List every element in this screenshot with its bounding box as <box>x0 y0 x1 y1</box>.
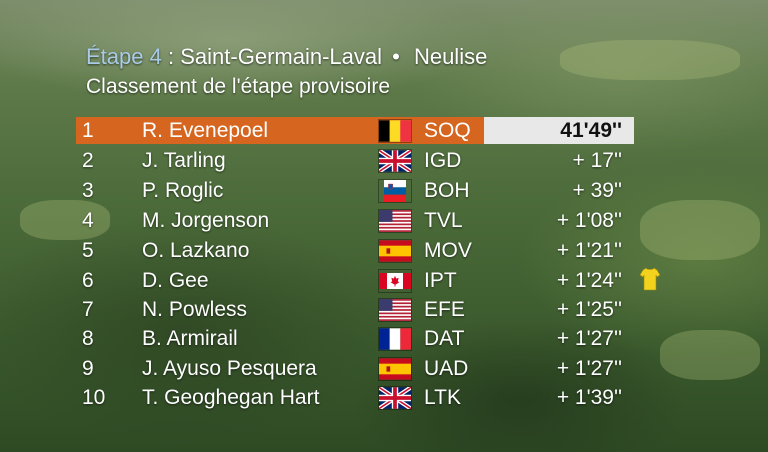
team-code: LTK <box>424 386 461 409</box>
time-gap: + 1'25'' <box>556 298 622 321</box>
time-gap: + 17'' <box>572 149 622 172</box>
rider-name: O. Lazkano <box>142 239 250 262</box>
rider-name: R. Evenepoel <box>142 119 269 142</box>
time-gap: + 1'27'' <box>556 327 622 350</box>
usa-flag-icon <box>378 209 412 233</box>
usa-flag-icon <box>378 298 412 322</box>
time-gap: + 1'39'' <box>556 386 622 409</box>
team-code: SOQ <box>424 119 471 142</box>
standings-row: 6 D. Gee IPT + 1'24'' <box>0 267 768 294</box>
field-patch <box>560 40 740 80</box>
stage-label: Étape <box>86 44 144 69</box>
spain-flag-icon <box>378 357 412 381</box>
rider-rank: 5 <box>82 239 94 262</box>
team-code: IGD <box>424 149 462 172</box>
slovenia-flag-icon <box>378 179 412 203</box>
team-code: BOH <box>424 179 470 202</box>
rider-name: D. Gee <box>142 269 209 292</box>
rider-rank: 3 <box>82 179 94 202</box>
standings-row: 7 N. Powless EFE + 1'25'' <box>0 296 768 323</box>
team-code: MOV <box>424 239 472 262</box>
rider-name: B. Armirail <box>142 327 238 350</box>
rider-rank: 7 <box>82 298 94 321</box>
france-flag-icon <box>378 327 412 351</box>
time-gap: + 1'27'' <box>556 357 622 380</box>
rider-rank: 6 <box>82 269 94 292</box>
rider-rank: 2 <box>82 149 94 172</box>
rider-rank: 4 <box>82 209 94 232</box>
stage-colon: : <box>168 44 175 69</box>
rider-name: P. Roglic <box>142 179 224 202</box>
leader-time: 41'49'' <box>560 119 622 142</box>
standings-row: 9 J. Ayuso Pesquera UAD + 1'27'' <box>0 355 768 382</box>
time-gap: + 1'08'' <box>556 209 622 232</box>
time-gap: + 1'21'' <box>556 239 622 262</box>
stage-start: Saint-Germain-Laval <box>180 44 382 69</box>
standings-row: 2 J. Tarling IGD + 17'' <box>0 147 768 174</box>
standings-row: 3 P. Roglic BOH + 39'' <box>0 177 768 204</box>
team-code: EFE <box>424 298 465 321</box>
field-patch <box>20 200 110 240</box>
standings-row: 5 O. Lazkano MOV + 1'21'' <box>0 237 768 264</box>
uk-flag-icon <box>378 386 412 410</box>
team-code: DAT <box>424 327 465 350</box>
field-patch <box>660 330 760 380</box>
standings-row: 1 R. Evenepoel SOQ 41'49'' <box>0 117 768 144</box>
rider-rank: 1 <box>82 119 94 142</box>
leader-highlight-bar <box>76 117 484 144</box>
canada-flag-icon <box>378 269 412 293</box>
team-code: TVL <box>424 209 463 232</box>
uk-flag-icon <box>378 149 412 173</box>
standings-row: 8 B. Armirail DAT + 1'27'' <box>0 325 768 352</box>
time-gap: + 1'24'' <box>556 269 622 292</box>
rider-name: N. Powless <box>142 298 248 321</box>
rider-name: M. Jorgenson <box>142 209 270 232</box>
belgium-flag-icon <box>378 119 412 143</box>
rider-name: T. Geoghegan Hart <box>142 386 320 409</box>
standings-row: 4 M. Jorgenson TVL + 1'08'' <box>0 207 768 234</box>
leader-time-box <box>484 117 634 144</box>
yellow-jersey-icon <box>640 267 660 291</box>
rider-name: J. Ayuso Pesquera <box>142 357 317 380</box>
classification-subtitle: Classement de l'étape provisoire <box>86 75 390 98</box>
time-gap: + 39'' <box>572 179 622 202</box>
field-patch <box>640 200 760 260</box>
rider-rank: 8 <box>82 327 94 350</box>
rider-rank: 10 <box>82 386 106 409</box>
rider-name: J. Tarling <box>142 149 226 172</box>
team-code: IPT <box>424 269 457 292</box>
spain-flag-icon <box>378 239 412 263</box>
stage-separator: • <box>392 44 400 69</box>
stage-number: 4 <box>149 44 162 69</box>
rider-rank: 9 <box>82 357 94 380</box>
stage-title: Étape 4 : Saint-Germain-Laval • Neulise <box>86 44 487 70</box>
stage-finish: Neulise <box>413 44 488 69</box>
standings-row: 10 T. Geoghegan Hart LTK + 1'39'' <box>0 384 768 411</box>
team-code: UAD <box>424 357 469 380</box>
